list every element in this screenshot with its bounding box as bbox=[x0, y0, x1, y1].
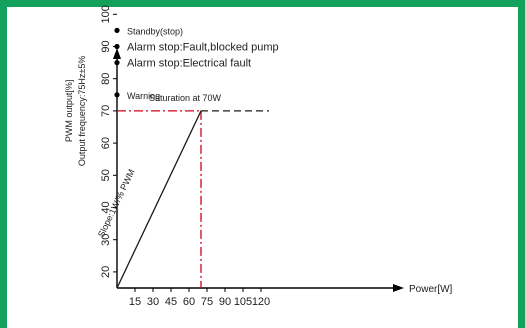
chart-marks: Standby(stop) Alarm stop:Fault,blocked pu… bbox=[114, 26, 279, 289]
y-tick-label: 40 bbox=[100, 201, 112, 213]
saturation-label: Saturation at 70W bbox=[149, 93, 222, 103]
status-marker-label: Alarm stop:Fault,blocked pump bbox=[127, 42, 279, 54]
status-marker-label: Alarm stop:Electrical fault bbox=[127, 58, 251, 70]
status-marker-label: Standby(stop) bbox=[127, 26, 183, 36]
x-tick-label: 45 bbox=[165, 296, 177, 308]
y-axis-label-secondary: Output frequency:75Hz±5% bbox=[77, 56, 87, 167]
axes bbox=[113, 48, 404, 292]
y-tick-label: 70 bbox=[100, 105, 112, 117]
x-tick-label: 90 bbox=[219, 296, 231, 308]
x-tick-label: 120 bbox=[252, 296, 270, 308]
y-tick-label: 60 bbox=[100, 137, 112, 149]
status-marker-dot bbox=[114, 60, 120, 66]
y-axis-label: PWM output[%] bbox=[64, 80, 74, 143]
y-tick-label: 50 bbox=[100, 169, 112, 181]
x-tick-label: 60 bbox=[183, 296, 195, 308]
x-tick-label: 105 bbox=[234, 296, 252, 308]
y-tick-label: 100 bbox=[100, 5, 112, 23]
x-axis-label: Power[W] bbox=[409, 284, 453, 295]
status-marker-label: Warning bbox=[127, 91, 160, 101]
y-tick-label: 20 bbox=[100, 266, 112, 278]
y-tick-label: 30 bbox=[100, 234, 112, 246]
status-marker-dot bbox=[114, 27, 120, 33]
y-tick-label: 80 bbox=[100, 73, 112, 85]
x-axis-arrow bbox=[393, 284, 404, 292]
x-tick-label: 15 bbox=[129, 296, 141, 308]
y-tick-label: 90 bbox=[100, 40, 112, 52]
x-tick-label: 75 bbox=[201, 296, 213, 308]
slope-line bbox=[116, 110, 202, 289]
status-marker-dot bbox=[114, 92, 120, 98]
x-tick-label: 30 bbox=[147, 296, 159, 308]
status-marker-dot bbox=[114, 43, 120, 50]
y-axis-arrow bbox=[113, 48, 121, 59]
